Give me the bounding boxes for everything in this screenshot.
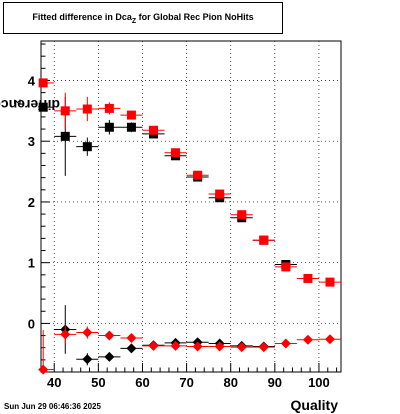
data-point-diamond <box>258 342 269 353</box>
data-point-diamond <box>82 354 93 365</box>
data-point-square <box>38 102 48 112</box>
data-point-diamond <box>148 340 159 351</box>
data-point-square <box>38 78 48 88</box>
data-point-diamond <box>302 334 313 345</box>
data-point-diamond <box>324 334 335 345</box>
x-tick-label: 40 <box>47 375 61 390</box>
x-axis-label: Quality <box>290 397 338 413</box>
data-point-square <box>82 104 92 114</box>
data-point-square <box>82 142 92 152</box>
y-tick-label: 4 <box>28 73 36 88</box>
data-point-square <box>149 125 158 135</box>
title-main: Fitted difference in Dca <box>32 11 132 22</box>
data-point-diamond <box>104 330 115 341</box>
data-point-square <box>171 148 181 158</box>
data-point-square <box>126 122 136 132</box>
data-point-diamond <box>104 351 115 362</box>
x-tick-label: 70 <box>179 375 193 390</box>
data-point-square <box>215 189 225 199</box>
data-point-square <box>325 277 335 287</box>
y-tick-label: 2 <box>28 195 35 210</box>
data-point-diamond <box>60 329 71 340</box>
data-point-diamond <box>126 343 137 354</box>
title-box: Fitted difference in DcaZ for Global Rec… <box>3 2 283 34</box>
title-rest: for Global Rec Pion NoHits <box>136 11 254 22</box>
data-point-square <box>60 106 70 116</box>
data-point-diamond <box>236 342 247 353</box>
data-point-square <box>303 273 313 283</box>
title-subscript: Z <box>131 17 137 25</box>
x-tick-label: 90 <box>268 375 282 390</box>
data-point-square <box>104 122 114 132</box>
x-tick-label: 80 <box>223 375 237 390</box>
data-point-diamond <box>214 341 225 352</box>
data-point-diamond <box>82 327 93 338</box>
data-point-square <box>237 210 247 220</box>
chart-title: Fitted difference in DcaZ for Global Rec… <box>32 12 253 25</box>
data-point-diamond <box>170 340 181 351</box>
data-point-diamond <box>280 338 291 349</box>
data-point-square <box>193 170 203 180</box>
y-tick-label: 0 <box>28 316 35 331</box>
data-point-square <box>60 131 70 141</box>
y-tick-label: 3 <box>28 134 35 149</box>
data-point-diamond <box>126 332 137 343</box>
data-point-square <box>281 262 291 272</box>
x-tick-label: 60 <box>135 375 149 390</box>
data-point-diamond <box>192 341 203 352</box>
date-stamp: Sun Jun 29 06:46:36 2025 <box>4 402 101 411</box>
data-point-square <box>259 235 269 245</box>
data-point-diamond <box>38 364 49 375</box>
data-point-square <box>126 110 136 120</box>
y-tick-label: 1 <box>28 256 35 271</box>
plot-frame <box>40 40 342 373</box>
data-point-square <box>104 103 114 113</box>
x-tick-label: 50 <box>91 375 105 390</box>
x-tick-label: 100 <box>308 375 330 390</box>
